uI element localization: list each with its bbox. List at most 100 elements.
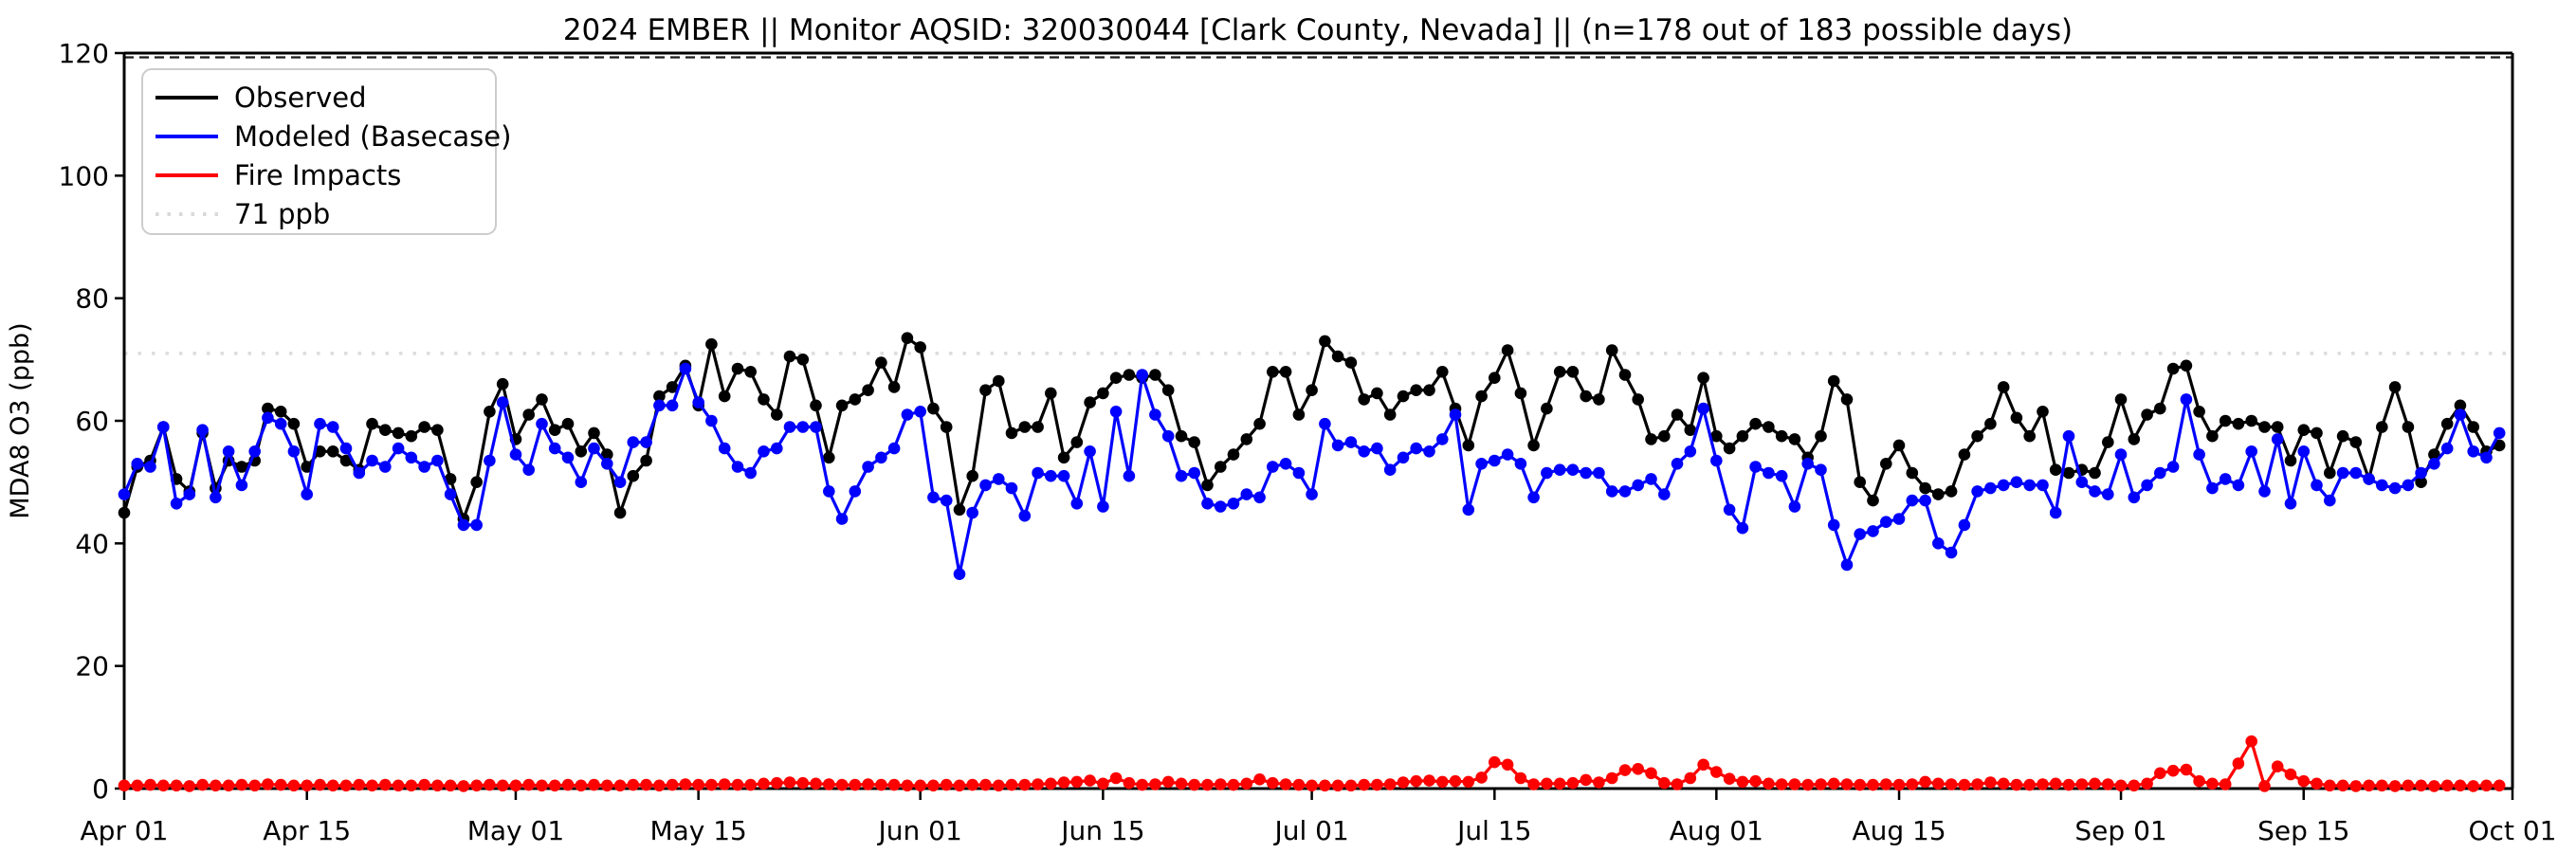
observed-point	[771, 408, 783, 421]
fire-point	[1984, 776, 1997, 789]
modeled-point	[1671, 458, 1684, 470]
fire-point	[1775, 778, 1788, 790]
fire-point	[666, 778, 679, 791]
observed-point	[914, 341, 926, 354]
observed-point	[1306, 384, 1318, 397]
fire-point	[1449, 774, 1462, 788]
fire-point	[222, 779, 235, 792]
observed-point	[731, 362, 744, 375]
modeled-point	[966, 506, 978, 519]
modeled-point	[1501, 448, 1514, 461]
modeled-line	[122, 367, 2501, 576]
observed-point	[496, 377, 509, 390]
observed-point	[927, 402, 940, 415]
modeled-point	[418, 461, 430, 473]
fire-point	[940, 778, 953, 791]
fire-point	[1267, 776, 1279, 789]
fire-point	[379, 778, 392, 791]
modeled-point	[953, 568, 966, 580]
x-axis-tick-label: Sep 01	[2074, 815, 2166, 846]
modeled-point	[601, 458, 613, 470]
fire-point	[2467, 780, 2479, 792]
modeled-point	[927, 491, 940, 504]
fire-point	[588, 778, 600, 791]
fire-point	[314, 778, 326, 791]
modeled-point	[1801, 458, 1814, 470]
modeled-point	[1736, 521, 1749, 535]
observed-point	[1292, 408, 1306, 421]
fire-point	[653, 779, 666, 792]
modeled-point	[666, 399, 679, 412]
x-axis-tick-label: Oct 01	[2469, 815, 2557, 846]
fire-point	[783, 776, 796, 789]
modeled-point	[887, 442, 901, 455]
observed-point	[301, 461, 314, 473]
modeled-point	[1697, 402, 1709, 415]
modeled-point	[993, 473, 1005, 485]
modeled-point	[835, 513, 849, 525]
modeled-point	[1383, 463, 1397, 477]
reference-lines	[124, 56, 2512, 355]
modeled-point	[470, 518, 484, 532]
observed-point	[339, 454, 353, 467]
fire-point	[326, 779, 339, 792]
fire-point	[2388, 780, 2402, 792]
observed-point	[1997, 381, 2010, 393]
modeled-point	[1215, 500, 1227, 513]
observed-point	[2219, 414, 2232, 427]
observed-point	[1605, 344, 1618, 356]
observed-point	[1775, 429, 1788, 443]
observed-point	[993, 374, 1005, 388]
observed-point	[274, 406, 287, 418]
modeled-point	[1489, 454, 1501, 467]
observed-point	[2010, 411, 2023, 425]
fire-point	[1671, 778, 1684, 790]
modeled-point	[1605, 485, 1618, 498]
observed-point	[444, 473, 457, 485]
modeled-point	[1397, 451, 1410, 464]
observed-point	[2454, 399, 2467, 412]
modeled-point	[979, 479, 992, 492]
fire-point	[353, 778, 366, 791]
observed-point	[2415, 476, 2427, 488]
observed-point	[1045, 387, 1057, 400]
modeled-point	[771, 442, 783, 455]
modeled-point	[353, 466, 366, 480]
observed-point	[758, 393, 770, 406]
observed-point	[2141, 408, 2153, 421]
fire-point	[2037, 778, 2049, 790]
fire-point	[2114, 779, 2128, 792]
fire-point	[1827, 777, 1840, 790]
observed-point	[1436, 366, 1449, 378]
fire-point	[1436, 775, 1449, 789]
observed-point	[1371, 387, 1383, 400]
y-axis-label: MDA8 O3 (ppb)	[6, 322, 35, 518]
observed-point	[548, 424, 561, 437]
modeled-point	[183, 488, 196, 500]
fire-point	[1475, 771, 1488, 784]
observed-point	[1984, 417, 1997, 430]
fire-point	[849, 778, 862, 791]
modeled-point	[314, 417, 326, 430]
modeled-point	[1227, 498, 1240, 510]
fire-point	[1919, 775, 1931, 789]
observed-point	[705, 337, 718, 351]
modeled-point	[301, 488, 314, 500]
observed-point	[1919, 481, 1931, 495]
observed-point	[326, 445, 339, 458]
observed-point	[2493, 439, 2506, 452]
fire-point	[431, 779, 444, 792]
fire-point	[287, 779, 301, 792]
modeled-point	[2271, 433, 2284, 445]
fire-point	[575, 779, 588, 792]
observed-point	[431, 424, 444, 437]
fire-point	[2049, 777, 2062, 790]
modeled-point	[118, 488, 131, 500]
modeled-point	[1331, 439, 1344, 452]
modeled-point	[457, 518, 470, 532]
fire-point	[1932, 777, 1945, 790]
y-axis-tick-label: 120	[59, 38, 109, 69]
modeled-point	[1253, 491, 1266, 504]
fire-point	[1541, 777, 1553, 790]
fire-point	[1880, 778, 1892, 790]
